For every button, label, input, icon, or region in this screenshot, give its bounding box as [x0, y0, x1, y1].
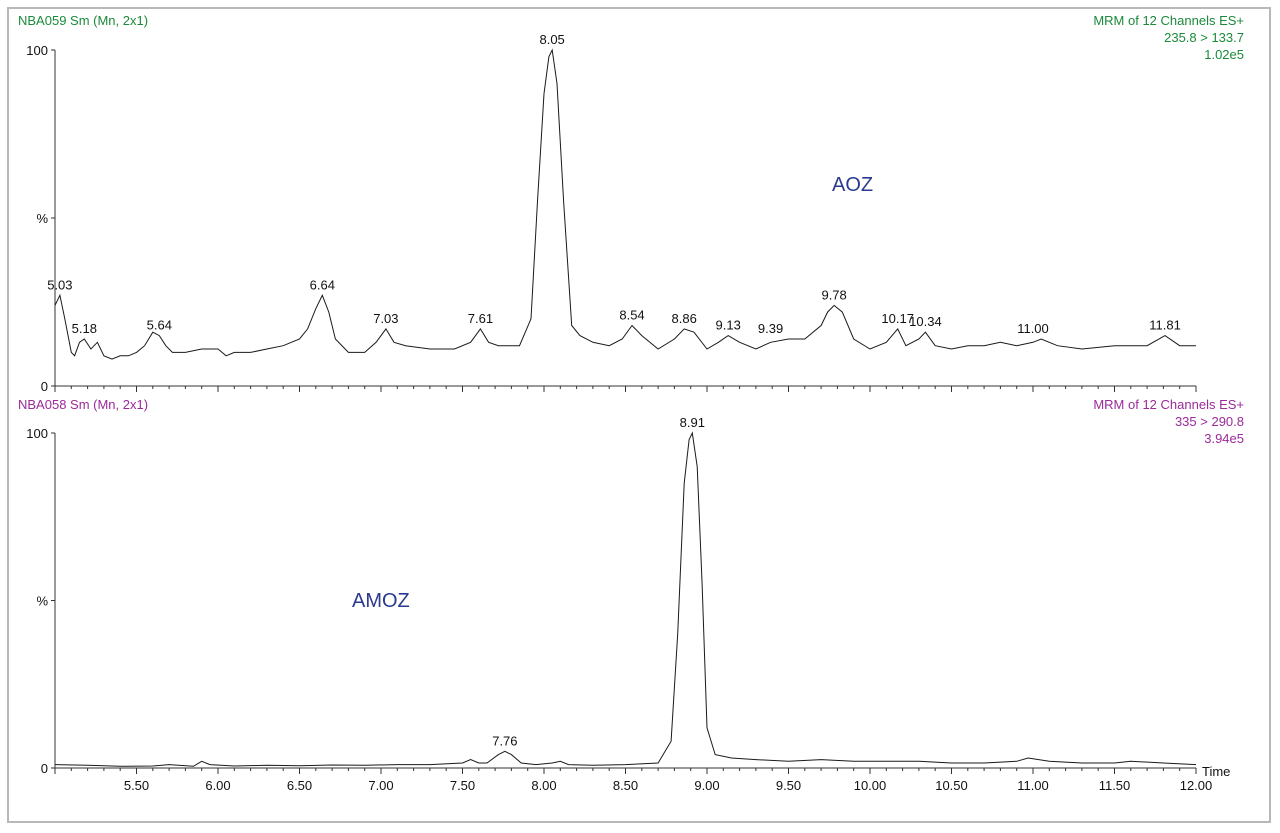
top-method-label: MRM of 12 Channels ES+ — [1093, 13, 1244, 28]
bottom-method-label: MRM of 12 Channels ES+ — [1093, 397, 1244, 412]
top-y-tick-label: 100 — [26, 43, 48, 58]
bottom-x-tick-label: 6.50 — [287, 778, 312, 793]
bottom-x-tick-label: 6.00 — [205, 778, 230, 793]
top-sample-label: NBA059 Sm (Mn, 2x1) — [18, 13, 149, 28]
bottom-y-tick-label: 100 — [26, 426, 48, 441]
top-peak-label: 8.05 — [539, 32, 564, 47]
bottom-peak-label: 8.91 — [680, 415, 705, 430]
bottom-y-tick-label: 0 — [41, 761, 48, 776]
top-peak-label: 8.86 — [672, 311, 697, 326]
bottom-x-tick-label: 10.00 — [854, 778, 887, 793]
top-peak-label: 7.03 — [373, 311, 398, 326]
top-peak-label: 8.54 — [619, 308, 644, 323]
bottom-x-tick-label: 8.50 — [613, 778, 638, 793]
bottom-sample-label: NBA058 Sm (Mn, 2x1) — [18, 397, 149, 412]
bottom-compound-label: AMOZ — [352, 590, 410, 612]
top-peak-label: 6.64 — [310, 277, 335, 292]
top-peak-label: 10.17 — [881, 311, 914, 326]
top-peak-label: 5.64 — [147, 318, 172, 333]
chromatogram-frame — [7, 7, 1271, 823]
top-peak-label: 7.61 — [468, 311, 493, 326]
bottom-peak-label: 7.76 — [492, 733, 517, 748]
top-y-tick-label: % — [36, 211, 48, 226]
bottom-x-tick-label: 7.50 — [450, 778, 475, 793]
bottom-x-tick-label: 9.50 — [776, 778, 801, 793]
bottom-x-tick-label: 11.50 — [1099, 778, 1131, 793]
bottom-x-tick-label: 11.00 — [1017, 778, 1049, 793]
bottom-transition-label: 335 > 290.8 — [1174, 414, 1244, 429]
top-peak-label: 10.34 — [909, 314, 942, 329]
bottom-intensity-label: 3.94e5 — [1204, 431, 1244, 446]
bottom-y-tick-label: % — [36, 594, 48, 609]
top-intensity-label: 1.02e5 — [1204, 47, 1244, 62]
top-peak-label: 9.78 — [821, 287, 846, 302]
bottom-x-tick-label: 7.00 — [368, 778, 393, 793]
top-compound-label: AOZ — [832, 174, 874, 196]
top-peak-label: 5.03 — [47, 277, 72, 292]
top-trace-line — [54, 48, 1196, 360]
top-transition-label: 235.8 > 133.7 — [1164, 30, 1244, 45]
top-peak-label: 9.39 — [758, 321, 783, 336]
bottom-x-axis-title: Time — [1202, 764, 1230, 779]
top-peak-label: 11.81 — [1149, 318, 1181, 333]
bottom-x-tick-label: 12.00 — [1180, 778, 1213, 793]
top-peak-label: 9.13 — [716, 318, 741, 333]
bottom-x-tick-label: 8.00 — [531, 778, 556, 793]
bottom-x-tick-label: 9.00 — [694, 778, 719, 793]
bottom-x-tick-label: 5.50 — [124, 778, 149, 793]
bottom-trace-line — [54, 431, 1197, 767]
top-y-tick-label: 0 — [41, 379, 48, 394]
top-peak-label: 11.00 — [1017, 321, 1049, 336]
bottom-x-tick-label: 10.50 — [935, 778, 968, 793]
top-peak-label: 5.18 — [72, 321, 97, 336]
